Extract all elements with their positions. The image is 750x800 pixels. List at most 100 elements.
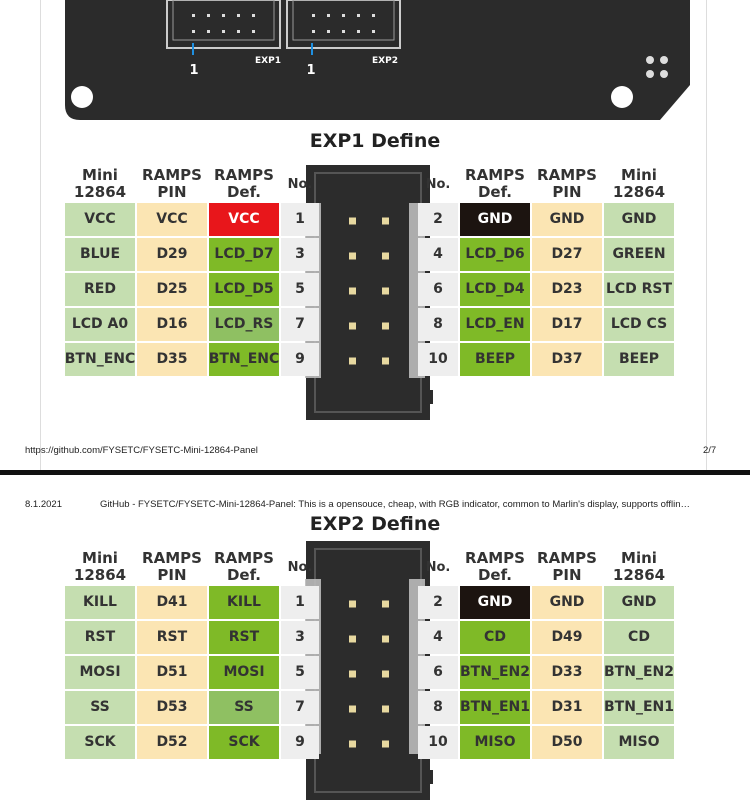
table-cell: RED: [65, 273, 135, 306]
column-header: Mini 12864: [73, 166, 127, 201]
column-header: Mini 12864: [612, 549, 666, 584]
connector-drawing: [305, 541, 433, 800]
table-cell: SCK: [65, 726, 135, 759]
table-cell: GND: [604, 586, 674, 619]
connector-drawing: [305, 165, 433, 420]
table-cell: MOSI: [65, 656, 135, 689]
table-cell: VCC: [137, 203, 207, 236]
pin-number: 10: [418, 343, 458, 376]
table-cell: D27: [532, 238, 602, 271]
table-cell: RST: [65, 621, 135, 654]
table-cell: KILL: [65, 586, 135, 619]
table-cell: MISO: [460, 726, 530, 759]
pin-number: 7: [281, 691, 319, 724]
pin-number: 1: [281, 203, 319, 236]
pin-number: 4: [418, 238, 458, 271]
column-header: RAMPS PIN: [537, 166, 597, 201]
table-cell: BTN_EN1: [460, 691, 530, 724]
section-title: EXP2 Define: [309, 513, 441, 535]
pin-number: 10: [418, 726, 458, 759]
table-cell: D25: [137, 273, 207, 306]
pin-number: 5: [281, 656, 319, 689]
page-1: [40, 0, 707, 470]
column-header: RAMPS PIN: [537, 549, 597, 584]
pin-1-label: 1: [306, 63, 315, 78]
table-cell: LCD CS: [604, 308, 674, 341]
table-cell: LCD_EN: [460, 308, 530, 341]
table-cell: D23: [532, 273, 602, 306]
board-image: 1 EXP1 1 EXP2: [65, 0, 690, 120]
column-header: No.: [287, 559, 313, 575]
pin-number: 1: [281, 586, 319, 619]
table-cell: GND: [532, 586, 602, 619]
column-header: RAMPS Def.: [214, 166, 274, 201]
table-cell: D31: [532, 691, 602, 724]
pin-1-label: 1: [189, 63, 198, 78]
table-cell: MOSI: [209, 656, 279, 689]
table-cell: D33: [532, 656, 602, 689]
table-cell: LCD A0: [65, 308, 135, 341]
pin-number: 3: [281, 621, 319, 654]
pin-number: 5: [281, 273, 319, 306]
connector-label: EXP2: [372, 56, 398, 66]
table-cell: LCD_D4: [460, 273, 530, 306]
pin-number: 2: [418, 586, 458, 619]
table-cell: D37: [532, 343, 602, 376]
column-header: Mini 12864: [612, 166, 666, 201]
pin-number: 9: [281, 726, 319, 759]
table-cell: D51: [137, 656, 207, 689]
table-cell: GREEN: [604, 238, 674, 271]
table-cell: GND: [460, 586, 530, 619]
table-cell: SCK: [209, 726, 279, 759]
column-header: RAMPS PIN: [142, 549, 202, 584]
table-cell: D53: [137, 691, 207, 724]
pin-number: 6: [418, 273, 458, 306]
table-cell: BTN_EN2: [604, 656, 674, 689]
table-cell: D41: [137, 586, 207, 619]
table-cell: LCD_D6: [460, 238, 530, 271]
section-title: EXP1 Define: [309, 130, 441, 152]
table-cell: D50: [532, 726, 602, 759]
table-cell: MISO: [604, 726, 674, 759]
pin-number: 6: [418, 656, 458, 689]
table-cell: SS: [65, 691, 135, 724]
table-cell: VCC: [65, 203, 135, 236]
pin-number: 2: [418, 203, 458, 236]
pin-number: 7: [281, 308, 319, 341]
table-cell: GND: [604, 203, 674, 236]
table-cell: CD: [604, 621, 674, 654]
column-header: RAMPS Def.: [465, 166, 525, 201]
print-title: GitHub - FYSETC/FYSETC-Mini-12864-Panel:…: [100, 499, 691, 510]
print-date: 8.1.2021: [25, 499, 62, 510]
table-cell: BTN_ENC: [209, 343, 279, 376]
page-number: 2/7: [703, 445, 717, 456]
table-cell: BEEP: [604, 343, 674, 376]
footer-url: https://github.com/FYSETC/FYSETC-Mini-12…: [25, 445, 258, 456]
table-cell: D16: [137, 308, 207, 341]
pin-number: 8: [418, 308, 458, 341]
column-header: No.: [287, 176, 313, 192]
pin-number: 4: [418, 621, 458, 654]
table-cell: RST: [209, 621, 279, 654]
table-cell: VCC: [209, 203, 279, 236]
table-cell: GND: [460, 203, 530, 236]
column-header: RAMPS Def.: [214, 549, 274, 584]
pin-number: 3: [281, 238, 319, 271]
table-cell: RST: [137, 621, 207, 654]
connector-label: EXP1: [255, 56, 281, 66]
column-header: RAMPS PIN: [142, 166, 202, 201]
table-cell: BEEP: [460, 343, 530, 376]
table-cell: KILL: [209, 586, 279, 619]
table-cell: BTN_EN1: [604, 691, 674, 724]
column-header: RAMPS Def.: [465, 549, 525, 584]
table-cell: BTN_ENC: [65, 343, 135, 376]
table-cell: GND: [532, 203, 602, 236]
pin-number: 9: [281, 343, 319, 376]
table-cell: SS: [209, 691, 279, 724]
table-cell: LCD_D5: [209, 273, 279, 306]
table-cell: D17: [532, 308, 602, 341]
column-header: No.: [425, 559, 451, 575]
table-cell: D49: [532, 621, 602, 654]
table-cell: D52: [137, 726, 207, 759]
